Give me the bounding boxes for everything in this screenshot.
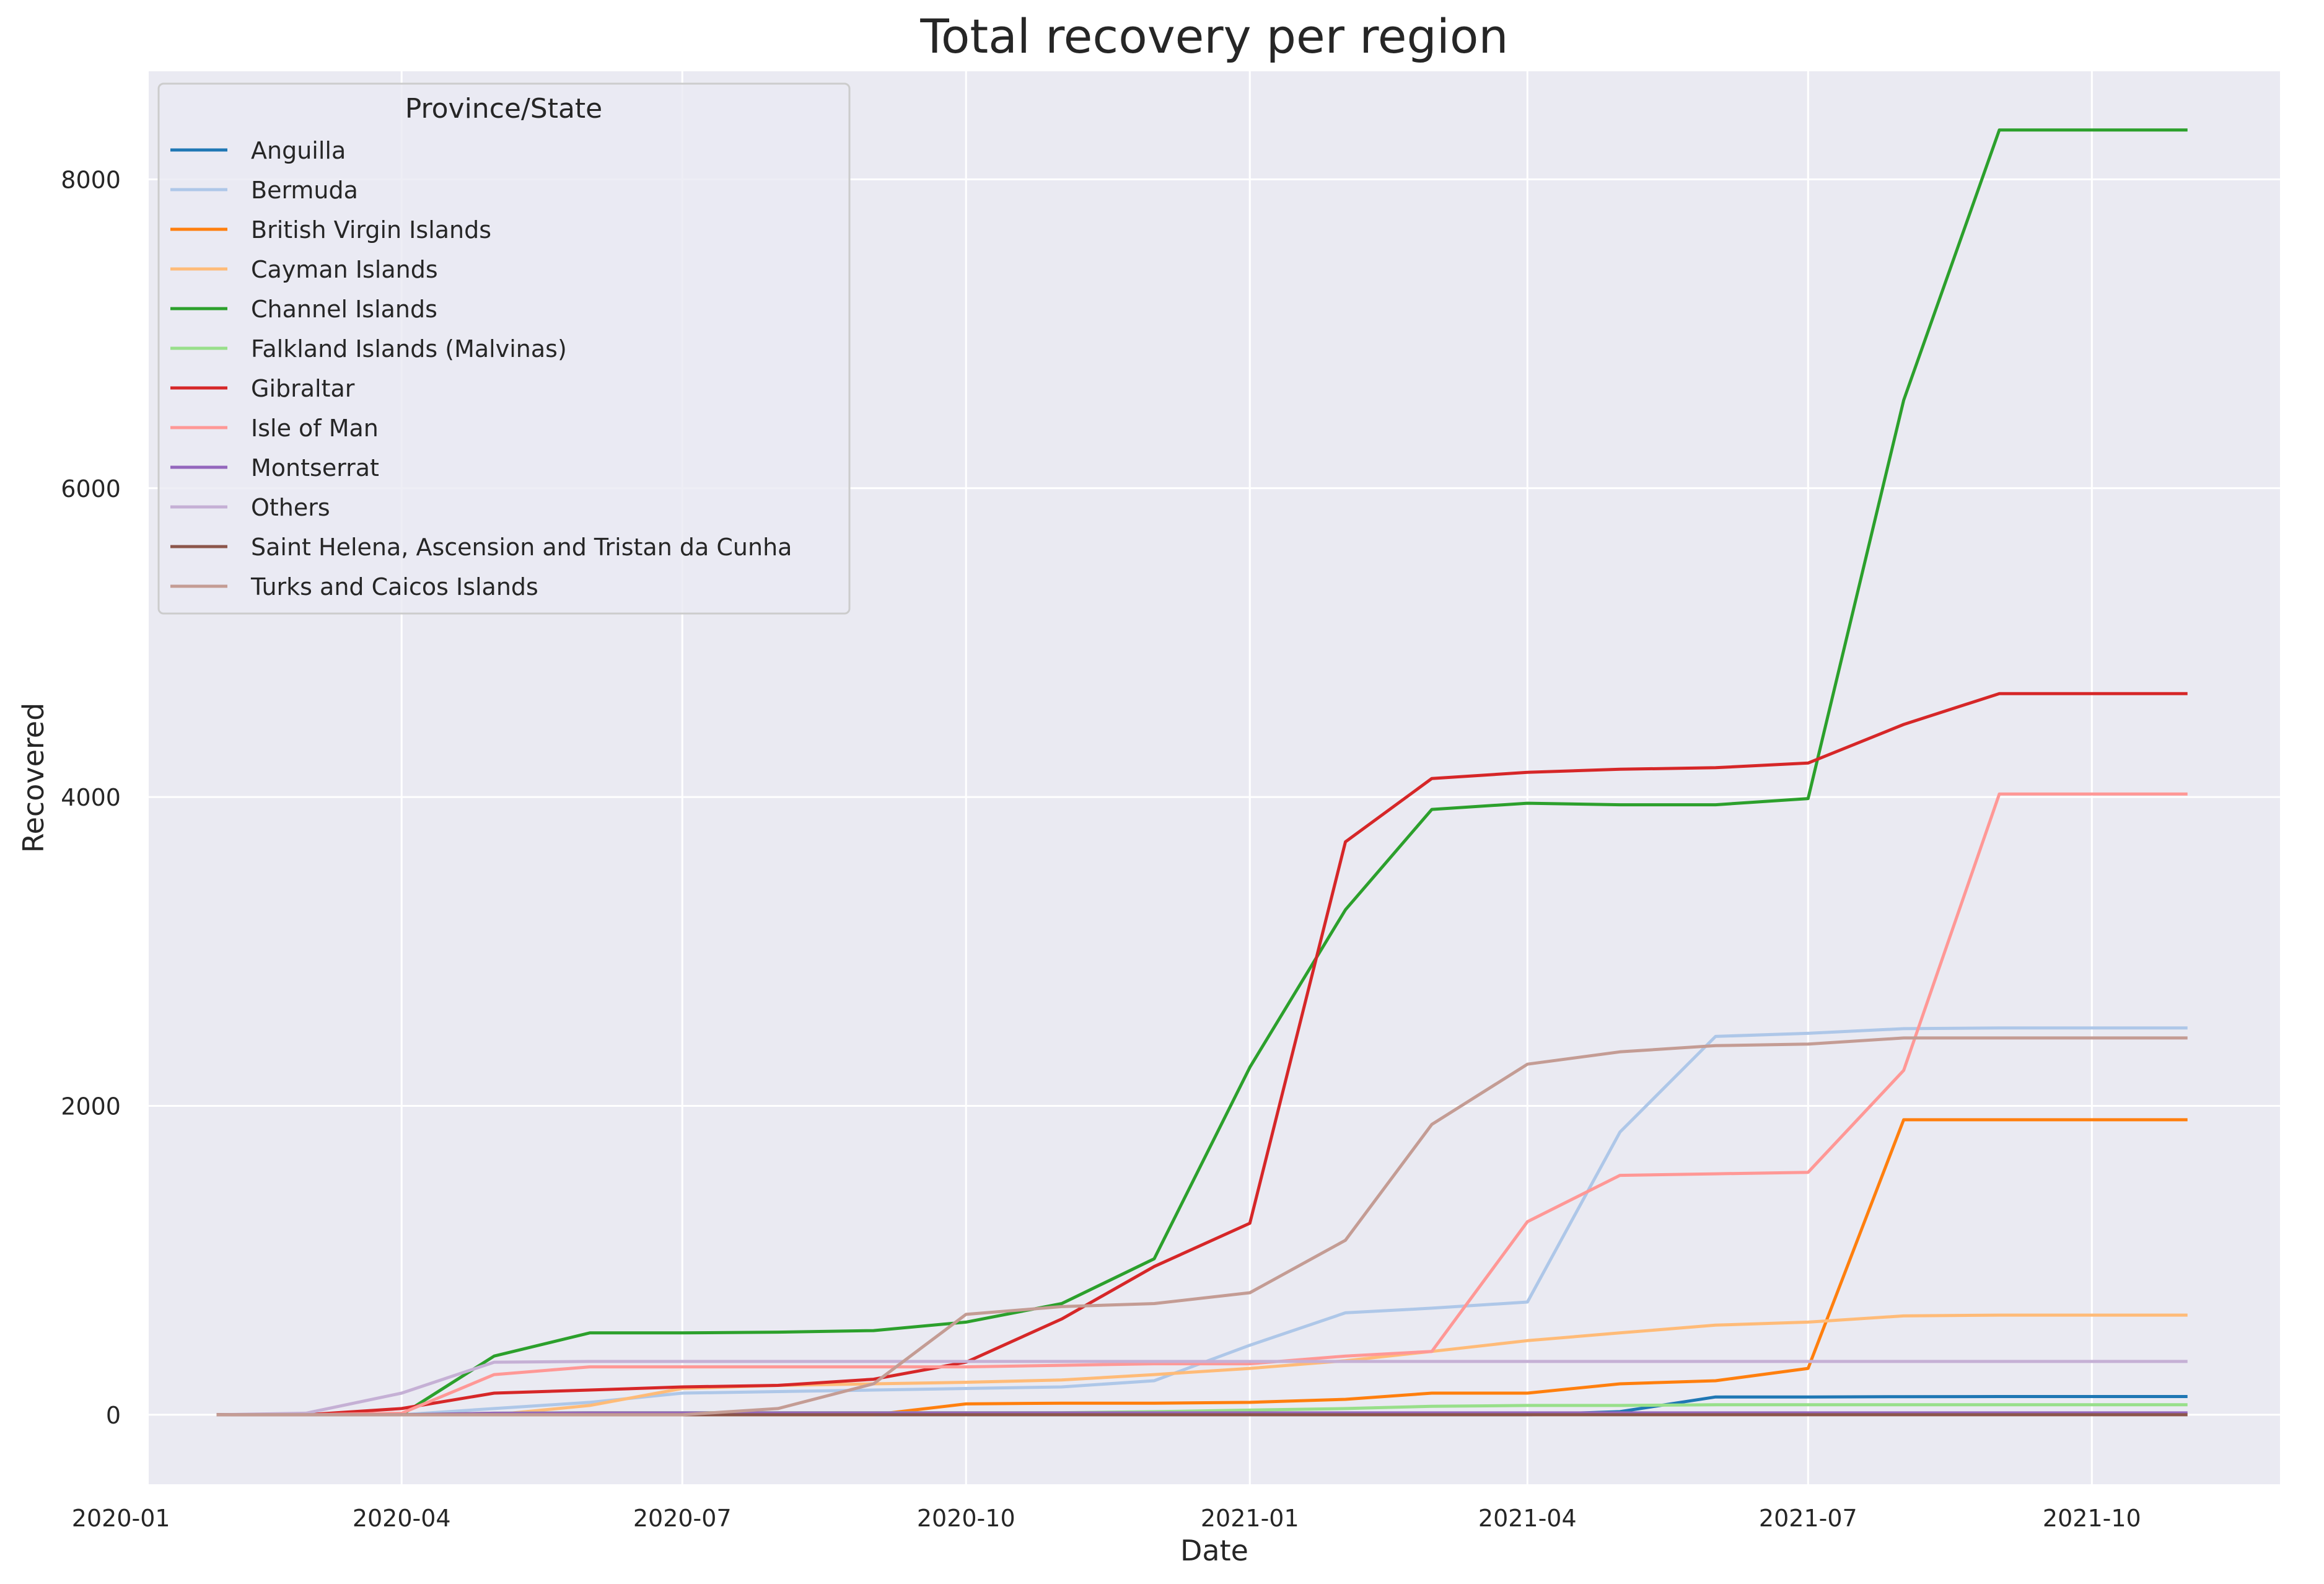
x-tick-label: 2021-01 xyxy=(1201,1505,1299,1532)
series-line-6 xyxy=(216,692,2188,1417)
y-axis-label: Recovered xyxy=(17,703,50,853)
y-tick-label: 0 xyxy=(106,1402,121,1429)
legend-label-7: Isle of Man xyxy=(251,415,379,442)
legend-label-1: Bermuda xyxy=(251,177,358,204)
series-line-8 xyxy=(216,1411,2188,1417)
legend-title: Province/State xyxy=(405,93,603,125)
y-tick-labels: 0 2000 4000 6000 8000 xyxy=(61,166,121,1428)
legend-label-8: Montserrat xyxy=(251,454,379,482)
x-tick-label: 2021-04 xyxy=(1478,1505,1577,1532)
legend-label-5: Falkland Islands (Malvinas) xyxy=(251,335,567,363)
series-line-11 xyxy=(216,1036,2188,1417)
legend-label-4: Channel Islands xyxy=(251,296,437,323)
legend-label-2: British Virgin Islands xyxy=(251,216,491,244)
legend-label-10: Saint Helena, Ascension and Tristan da C… xyxy=(251,534,792,561)
legend-label-11: Turks and Caicos Islands xyxy=(250,573,538,601)
series-line-7 xyxy=(216,792,2188,1417)
x-tick-label: 2020-07 xyxy=(633,1505,732,1532)
legend-label-6: Gibraltar xyxy=(251,375,355,402)
x-tick-label: 2021-07 xyxy=(1759,1505,1857,1532)
legend-label-3: Cayman Islands xyxy=(251,256,438,283)
series-lines xyxy=(216,128,2188,1417)
x-axis-label: Date xyxy=(1180,1534,1248,1567)
y-tick-label: 6000 xyxy=(61,475,121,503)
series-line-9 xyxy=(216,1360,2188,1417)
x-tick-label: 2020-10 xyxy=(917,1505,1015,1532)
x-tick-label: 2020-01 xyxy=(72,1505,170,1532)
legend-box xyxy=(157,82,851,615)
y-tick-label: 2000 xyxy=(61,1093,121,1120)
series-line-3 xyxy=(216,1313,2188,1417)
y-tick-label: 8000 xyxy=(61,166,121,193)
series-line-4 xyxy=(216,128,2188,1417)
x-tick-label: 2021-10 xyxy=(2043,1505,2141,1532)
x-tick-label: 2020-04 xyxy=(353,1505,451,1532)
legend: Province/State Anguilla Bermuda British Vi… xyxy=(157,82,851,615)
y-tick-label: 4000 xyxy=(61,784,121,811)
legend-label-9: Others xyxy=(251,494,330,521)
x-tick-labels: 2020-01 2020-04 2020-07 2020-10 2021-01 2021-… xyxy=(72,1505,2141,1532)
legend-label-0: Anguilla xyxy=(251,137,346,164)
chart-title: Total recovery per region xyxy=(919,9,1508,64)
